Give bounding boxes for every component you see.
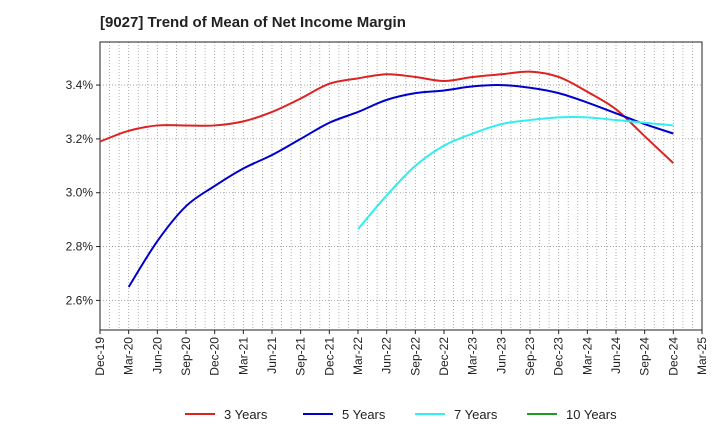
y-tick-label: 2.6% [66, 293, 94, 307]
legend-label-7-years: 7 Years [454, 407, 498, 422]
series-line-3-years [99, 70, 675, 164]
x-tick-label: Dec-24 [666, 337, 680, 376]
x-tick-label: Dec-22 [437, 337, 451, 376]
x-tick-label: Sep-23 [523, 337, 537, 376]
x-tick-label: Mar-20 [122, 337, 136, 375]
legend: 3 Years 5 Years 7 Years 10 Years [185, 407, 617, 422]
y-tick-label: 2.8% [66, 240, 94, 254]
legend-label-10-years: 10 Years [566, 407, 617, 422]
chart-title: [9027] Trend of Mean of Net Income Margi… [100, 14, 406, 31]
x-tick-label: Mar-21 [236, 337, 250, 375]
legend-label-5-years: 5 Years [342, 407, 386, 422]
series-line-7-years [357, 116, 674, 230]
x-tick-label: Sep-22 [408, 337, 422, 376]
x-tick-label: Jun-24 [609, 337, 623, 374]
y-tick-label: 3.4% [66, 78, 94, 92]
x-tick-label: Jun-23 [494, 337, 508, 374]
x-tick-label: Dec-20 [208, 337, 222, 376]
x-tick-label: Jun-20 [150, 337, 164, 374]
x-tick-label: Mar-24 [580, 337, 594, 375]
series [99, 70, 675, 288]
grid [100, 42, 702, 330]
x-tick-label: Dec-19 [93, 337, 107, 376]
x-tick-label: Dec-21 [322, 337, 336, 376]
x-tick-label: Dec-23 [552, 337, 566, 376]
x-tick-label: Sep-24 [638, 337, 652, 376]
x-tick-label: Mar-25 [695, 337, 709, 375]
x-tick-label: Mar-23 [466, 337, 480, 375]
series-line-5-years [127, 84, 674, 288]
x-tick-label: Mar-22 [351, 337, 365, 375]
y-tick-label: 3.2% [66, 132, 94, 146]
x-tick-label: Sep-21 [294, 337, 308, 376]
plot-frame [99, 41, 703, 331]
x-tick-label: Jun-22 [380, 337, 394, 374]
x-tick-label: Jun-21 [265, 337, 279, 374]
x-tick-label: Sep-20 [179, 337, 193, 376]
axes: 2.6% 2.8% 3.0% 3.2% 3.4% Dec-19 Mar-20 Jun-20 Se… [66, 41, 709, 376]
y-tick-label: 3.0% [66, 186, 94, 200]
legend-label-3-years: 3 Years [224, 407, 268, 422]
